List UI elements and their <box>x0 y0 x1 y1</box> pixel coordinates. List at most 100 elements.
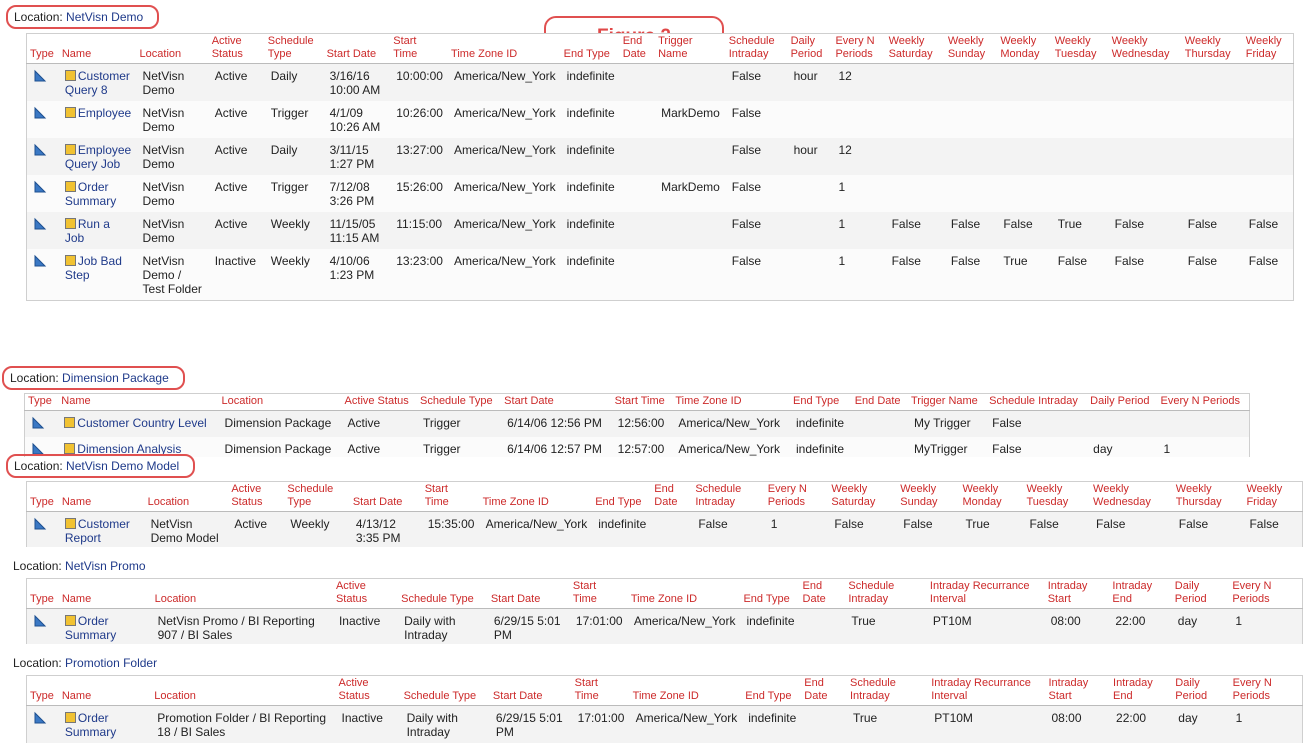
column-header: Weekly Thursday <box>1181 33 1243 64</box>
cell <box>800 609 846 645</box>
cell-text: Trigger <box>422 416 461 430</box>
cell <box>997 138 1051 175</box>
cell-text: NetVisn Demo <box>142 143 185 171</box>
job-icon <box>64 70 76 81</box>
job-link[interactable]: Order Summary <box>64 614 117 642</box>
cell-text: Inactive <box>341 711 383 725</box>
cell-text: MarkDemo <box>661 180 720 194</box>
cell-text: 11:15:00 <box>396 217 443 231</box>
cell: 10:26:00 <box>390 101 449 138</box>
cell: Trigger <box>417 411 501 438</box>
cell <box>1243 64 1294 102</box>
data-row: Run a Job NetVisn Demo Active Weekly 11/15/0… <box>27 212 1294 249</box>
cell: MarkDemo <box>655 101 726 138</box>
cell-text: Active <box>347 416 381 430</box>
location-name: Promotion Folder <box>65 656 158 670</box>
job-icon <box>64 218 76 229</box>
schedule-table: Type Name Location Active Status Schedule Ty… <box>26 675 1303 743</box>
column-header: Location <box>144 481 229 512</box>
cell: indefinite <box>560 175 620 212</box>
cell-text: False <box>903 517 933 531</box>
cell: 7/12/08 3:26 PM <box>323 175 391 212</box>
job-icon <box>64 181 76 192</box>
cell: 1 <box>832 249 886 301</box>
column-header: Type <box>26 578 59 609</box>
header-row: Type Name Location Active Status Schedule Ty… <box>26 675 1303 706</box>
cell <box>787 249 833 301</box>
job-link[interactable]: Customer Report <box>64 517 130 545</box>
cell: False <box>725 101 788 138</box>
column-header: Weekly Sunday <box>897 481 960 512</box>
cell-text: NetVisn Promo / BI Reporting 907 / BI Sa… <box>157 614 315 642</box>
cell-text: False <box>731 180 762 194</box>
cell: Trigger <box>264 175 324 212</box>
cell-text: 22:00 <box>1116 711 1147 725</box>
column-header: Time Zone ID <box>629 675 743 706</box>
column-header: End Date <box>799 578 846 609</box>
cell-text: False <box>731 217 762 231</box>
cell: True <box>959 512 1023 548</box>
cell-text: America/New_York <box>635 711 738 725</box>
cell: PT10M <box>927 609 1045 645</box>
column-header: Start Date <box>501 393 612 411</box>
column-header: Weekly Wednesday <box>1090 481 1173 512</box>
cell-text: False <box>992 442 1022 456</box>
cell-text: NetVisn Demo / Test Folder <box>142 254 202 296</box>
cell: day <box>1087 437 1158 457</box>
cell: 22:00 <box>1110 706 1172 744</box>
cell-text: False <box>1114 217 1144 231</box>
column-header: Intraday End <box>1110 675 1173 706</box>
type-icon <box>34 517 47 530</box>
column-header: Weekly Friday <box>1243 481 1303 512</box>
job-link[interactable]: Customer Query 8 <box>64 69 130 97</box>
cell-text: False <box>698 517 728 531</box>
cell: Inactive <box>333 609 398 645</box>
job-link[interactable]: Customer Country Level <box>77 416 207 430</box>
column-header: Intraday End <box>1109 578 1172 609</box>
cell-text: America/New_York <box>454 217 556 231</box>
column-header: Every N Periods <box>1229 578 1303 609</box>
cell-text: PT10M <box>932 614 972 628</box>
cell: 17:01:00 <box>572 706 630 744</box>
cell-text: 6/14/06 12:56 PM <box>507 416 602 430</box>
cell <box>655 64 726 102</box>
job-icon <box>64 144 76 155</box>
job-link[interactable]: Order Summary <box>64 711 117 739</box>
cell: False <box>945 212 998 249</box>
type-cell <box>26 249 59 301</box>
job-link[interactable]: Job Bad Step <box>64 254 122 282</box>
type-cell <box>27 512 59 548</box>
column-header: End Date <box>651 481 693 512</box>
cell-text: 17:01:00 <box>575 614 623 628</box>
name-cell: Customer Country Level <box>58 411 218 438</box>
cell: 22:00 <box>1109 609 1171 645</box>
type-icon <box>34 254 47 267</box>
cell: 1 <box>1230 706 1303 744</box>
cell-text: MarkDemo <box>661 106 720 120</box>
cell: 12 <box>832 64 885 102</box>
job-link[interactable]: Employee Query Job <box>64 143 132 171</box>
job-link[interactable]: Order Summary <box>64 180 117 208</box>
cell: MyTrigger <box>907 437 987 457</box>
type-icon <box>34 711 47 724</box>
cell-text: Active <box>214 69 248 83</box>
name-cell: Order Summary <box>59 706 151 744</box>
cell <box>1182 64 1243 102</box>
cell: Dimension Package <box>219 411 342 438</box>
cell <box>1108 101 1182 138</box>
cell-text: 1 <box>1163 442 1171 456</box>
column-header: Name <box>58 33 137 64</box>
cell <box>1182 138 1243 175</box>
cell: 4/13/12 3:35 PM <box>350 512 422 548</box>
job-link[interactable]: Employee <box>77 106 132 120</box>
cell <box>1087 411 1157 438</box>
cell-text: False <box>731 254 762 268</box>
location-label: Location: <box>13 656 62 670</box>
cell: 13:23:00 <box>390 249 449 301</box>
data-row: Order Summary Promotion Folder / BI Repor… <box>27 706 1303 744</box>
job-link[interactable]: Dimension Analysis <box>77 442 182 456</box>
cell-text: America/New_York <box>454 254 556 268</box>
job-link[interactable]: Run a Job <box>64 217 110 245</box>
column-header: Schedule Intraday <box>692 481 765 512</box>
